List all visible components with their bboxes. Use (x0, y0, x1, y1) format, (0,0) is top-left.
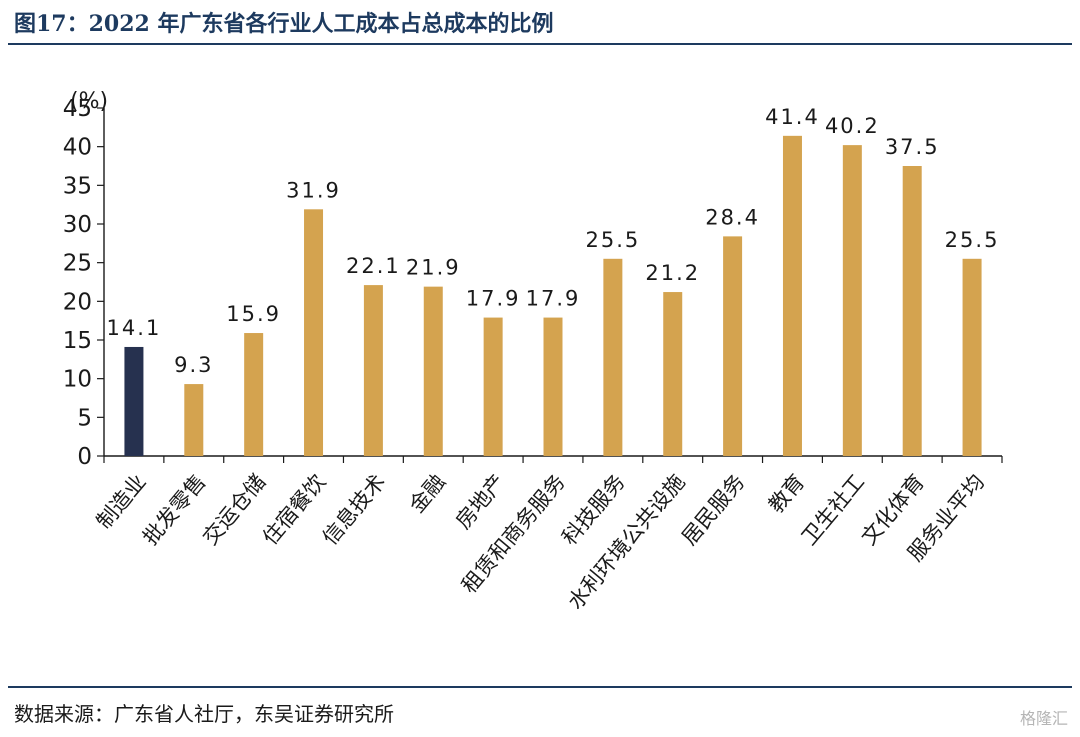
bar-value-label: 40.2 (825, 114, 880, 138)
bar-value-label: 31.9 (286, 178, 341, 202)
bar (603, 258, 623, 456)
bar-value-label: 28.4 (705, 205, 760, 229)
x-category-label: 信息技术 (318, 470, 390, 550)
x-category-label: 租赁和商务服务 (457, 470, 570, 598)
x-category-label: 制造业 (92, 470, 151, 534)
y-tick-label: 0 (77, 444, 92, 470)
bar (304, 209, 324, 456)
y-tick-label: 5 (77, 405, 92, 431)
bar-value-label: 21.2 (645, 261, 700, 285)
bar (423, 286, 443, 456)
title-rule (8, 43, 1072, 45)
y-tick-label: 45 (63, 96, 92, 122)
bar-value-label: 22.1 (346, 254, 401, 278)
bar (962, 258, 982, 456)
y-axis-unit: (%) (70, 89, 108, 114)
y-tick-label: 15 (63, 328, 92, 354)
watermark-logo: 格隆汇 (1019, 709, 1068, 728)
bar-chart: 0 5 10 15 20 25 30 35 40 45(%) 14.1 制造业 9.3 批发零售 15.9 交… (63, 89, 1003, 614)
source-note: 数据来源：广东省人社厅，东吴证券研究所 (14, 702, 394, 726)
bar (363, 285, 383, 456)
bar (244, 333, 264, 456)
y-tick-label: 25 (63, 251, 92, 277)
bar-value-label: 17.9 (526, 287, 581, 311)
bar (842, 145, 862, 456)
bar-value-label: 14.1 (107, 316, 162, 340)
x-category-label: 教育 (764, 470, 809, 518)
bar (124, 346, 144, 456)
bar-value-label: 25.5 (585, 228, 640, 252)
y-tick-label: 40 (63, 135, 92, 161)
bar (782, 135, 802, 456)
bar-value-label: 25.5 (945, 228, 1000, 252)
y-tick-label: 10 (63, 367, 92, 393)
bar (543, 317, 563, 456)
y-tick-label: 30 (63, 212, 92, 238)
x-category-label: 批发零售 (138, 470, 210, 550)
x-category-label: 住宿餐饮 (258, 470, 330, 550)
bar (663, 292, 683, 456)
source-rule (8, 686, 1072, 688)
bar-value-label: 15.9 (226, 302, 281, 326)
bar (184, 384, 204, 456)
bar-value-label: 37.5 (885, 135, 940, 159)
bar (723, 236, 743, 456)
x-category-label: 居民服务 (677, 470, 749, 550)
bar-value-label: 17.9 (466, 287, 521, 311)
bar-value-label: 9.3 (174, 353, 213, 377)
x-category-label: 金融 (405, 470, 450, 518)
bar-value-label: 21.9 (406, 256, 461, 280)
bar-value-label: 41.4 (765, 105, 820, 129)
figure-title: 图17：2022 年广东省各行业人工成本占总成本的比例 (14, 11, 554, 37)
bar (902, 166, 922, 456)
bar (483, 317, 503, 456)
y-tick-label: 35 (63, 173, 92, 199)
x-category-label: 卫生社工 (797, 470, 869, 550)
y-tick-label: 20 (63, 289, 92, 315)
x-category-label: 交运仓储 (198, 470, 270, 550)
x-category-label: 房地产 (451, 470, 510, 534)
